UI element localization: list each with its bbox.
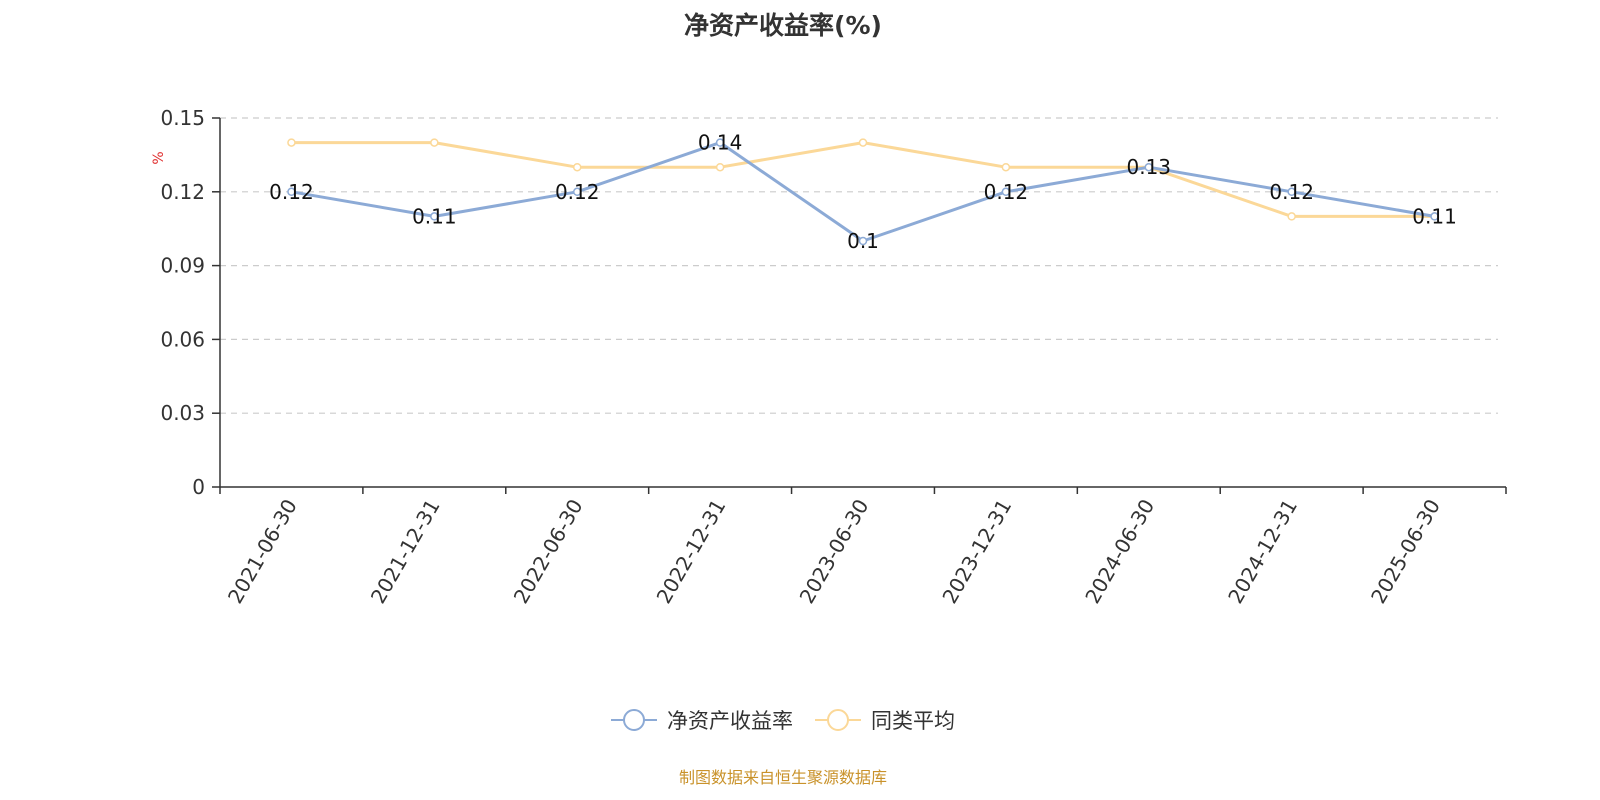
x-tick-label: 2024-06-30: [1080, 495, 1159, 608]
legend-swatch-icon: [611, 709, 657, 731]
legend-swatch-icon: [815, 709, 861, 731]
series-point-0: [1001, 187, 1011, 197]
x-tick-label: 2021-12-31: [366, 495, 445, 608]
data-label: 0.1: [847, 229, 879, 253]
series-point-0: [430, 212, 439, 221]
y-axis-unit-label: %: [151, 151, 167, 164]
data-label: 0.11: [1412, 204, 1457, 228]
x-tick-label: 2023-12-31: [937, 495, 1016, 608]
x-tick-label: 2023-06-30: [794, 495, 873, 608]
series-point-1: [1287, 212, 1296, 221]
series-point-0: [715, 138, 725, 147]
data-labels: 0.12 0.11 0.12 0.14 0.1 0.12 0.13 0.12 0.11: [269, 131, 1457, 253]
x-tick-label: 2022-06-30: [509, 495, 588, 608]
series-point-1: [572, 162, 582, 172]
series-point-1: [430, 138, 439, 147]
series-point-0: [1430, 212, 1439, 221]
data-label: 0.14: [698, 131, 743, 155]
data-label: 0.12: [1269, 180, 1314, 204]
legend: 净资产收益率 同类平均: [0, 705, 1566, 735]
series-lines: [287, 138, 1439, 246]
legend-item-0[interactable]: 净资产收益率: [611, 705, 793, 735]
data-label: 0.12: [555, 180, 600, 204]
data-label: 0.13: [1127, 155, 1172, 179]
series-point-0: [287, 187, 296, 197]
series-line-1: [291, 141, 1435, 218]
x-tick-label: 2022-12-31: [652, 495, 731, 608]
y-tick-label: 0.12: [160, 180, 205, 204]
y-tick-label: 0.15: [160, 106, 205, 130]
series-point-1: [858, 138, 868, 147]
grid-lines: [220, 117, 1498, 414]
series-point-1: [715, 162, 725, 172]
series-point-0: [858, 236, 868, 246]
legend-item-1[interactable]: 同类平均: [815, 705, 955, 735]
chart-title: 净资产收益率(%): [684, 11, 882, 40]
series-point-0: [1287, 187, 1296, 197]
line-chart: 0 0.03 0.06 0.09 0.12 0.15 2021-06-30 2021-12-3…: [151, 106, 1507, 608]
y-tick-label: 0.09: [160, 254, 205, 278]
series-point-1: [1001, 162, 1011, 172]
series-point-0: [1144, 162, 1154, 172]
x-tick-label: 2021-06-30: [223, 495, 302, 608]
data-label: 0.12: [984, 180, 1029, 204]
source-note: 制图数据来自恒生聚源数据库: [678, 768, 887, 787]
data-label: 0.12: [269, 180, 314, 204]
legend-label: 净资产收益率: [667, 709, 793, 733]
x-tick-label: 2025-06-30: [1366, 495, 1445, 608]
y-tick-label: 0: [192, 475, 205, 499]
series-point-0: [572, 187, 582, 197]
y-tick-label: 0.03: [160, 401, 205, 425]
series-point-1: [287, 138, 296, 147]
data-label: 0.11: [412, 204, 457, 228]
x-tick-label: 2024-12-31: [1223, 495, 1302, 608]
y-tick-label: 0.06: [160, 327, 205, 351]
legend-label: 同类平均: [871, 709, 955, 733]
